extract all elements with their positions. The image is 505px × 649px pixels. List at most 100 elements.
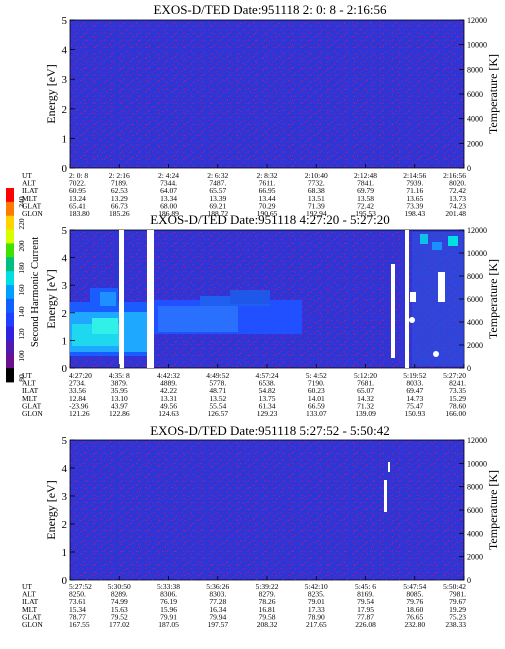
table-row-label: UT: [22, 171, 32, 180]
y-tick-label: 3: [62, 280, 68, 292]
colorbar-swatch: [6, 257, 14, 272]
table-cell: 7487.: [209, 179, 226, 188]
table-cell: 16.34: [209, 605, 226, 614]
table-cell: 14.32: [357, 394, 374, 403]
panel-3-noise-overlay: [70, 440, 464, 580]
table-cell: 185.26: [109, 209, 130, 218]
right-tick-label: 8000: [467, 272, 483, 281]
colorbar-tick-label: 220: [17, 218, 26, 230]
panel-2-data-gap: [147, 230, 154, 368]
table-cell: 13.31: [160, 394, 177, 403]
table-cell: 13.44: [259, 194, 276, 203]
table-row-label: GLAT: [22, 401, 42, 410]
table-cell: 74.99: [111, 597, 128, 606]
table-cell: 55.54: [209, 401, 226, 410]
table-row-label: MLT: [22, 605, 38, 614]
panel-3: EXOS-D/TED Date:951118 5:27:52 - 5:50:42…: [22, 423, 500, 629]
table-row-label: GLON: [22, 409, 43, 418]
table-cell: 4:27:20: [69, 371, 92, 380]
table-cell: 13.52: [209, 394, 226, 403]
table-cell: 8306.: [160, 590, 177, 599]
right-tick-label: 12000: [467, 436, 487, 445]
colorbar-swatch: [6, 271, 14, 286]
table-cell: 126.57: [207, 409, 228, 418]
table-cell: 2: 2:16: [109, 171, 130, 180]
colorbar-swatch: [6, 215, 14, 230]
table-cell: 3879.: [111, 379, 128, 388]
table-cell: 5:27:20: [443, 371, 466, 380]
colorbar-label: Second Harmonic Current: [30, 237, 41, 347]
table-cell: 43.97: [111, 401, 128, 410]
table-cell: 65.57: [209, 186, 226, 195]
table-cell: 71.32: [357, 401, 374, 410]
table-cell: 232.80: [404, 620, 425, 629]
table-cell: 16.81: [259, 605, 276, 614]
colorbar-swatch: [6, 354, 14, 369]
panel-1-noise-overlay: [70, 20, 464, 168]
table-cell: 78.77: [69, 612, 86, 621]
table-cell: 13.75: [259, 394, 276, 403]
table-cell: 78.60: [449, 401, 466, 410]
panel-1-right-ticks: 0 2000 4000 6000 8000 10000 12000: [459, 16, 487, 173]
table-cell: 124.63: [158, 409, 179, 418]
table-cell: 13.34: [160, 194, 177, 203]
table-cell: 64.07: [160, 186, 177, 195]
panel-1: EXOS-D/TED Date:951118 2: 0: 8 - 2:16:56…: [22, 2, 500, 218]
table-cell: 2: 6:32: [207, 171, 228, 180]
table-cell: 73.35: [449, 386, 466, 395]
right-tick-label: 4000: [467, 115, 483, 124]
y-tick-label: 0: [62, 163, 68, 175]
table-cell: 65.41: [69, 201, 86, 210]
right-tick-label: 6000: [467, 90, 483, 99]
table-cell: 7939.: [406, 179, 423, 188]
table-cell: 62.53: [111, 186, 128, 195]
right-tick-label: 0: [467, 364, 471, 373]
table-cell: 61.34: [259, 401, 276, 410]
table-cell: 14.73: [406, 394, 423, 403]
table-cell: 8020.: [449, 179, 466, 188]
colorbar-swatch: [6, 340, 14, 355]
y-tick-label: 0: [62, 575, 68, 587]
table-cell: 12.84: [69, 394, 86, 403]
table-cell: 5:12:20: [354, 371, 377, 380]
table-cell: 129.23: [257, 409, 278, 418]
table-cell: 186.89: [158, 209, 179, 218]
y-tick-label: 1: [62, 547, 68, 559]
table-cell: 4:57:24: [256, 371, 279, 380]
y-tick-label: 4: [62, 253, 68, 265]
y-tick-label: 0: [62, 363, 68, 375]
table-cell: 2: 4:24: [158, 171, 179, 180]
table-cell: 6538.: [259, 379, 276, 388]
y-tick-label: 5: [62, 225, 68, 237]
table-cell: 71.39: [308, 201, 325, 210]
table-cell: 5:39:22: [256, 582, 279, 591]
table-cell: 7344.: [160, 179, 177, 188]
panel-1-y-ticks: 0 1 2 3 4 5: [62, 15, 465, 175]
table-cell: 69.79: [357, 186, 374, 195]
table-cell: 133.07: [306, 409, 327, 418]
right-tick-label: 2000: [467, 139, 483, 148]
colorbar-swatch: [6, 285, 14, 300]
colorbar-swatch: [6, 243, 14, 258]
table-cell: 4:42:32: [157, 371, 180, 380]
table-row-label: GLON: [22, 209, 43, 218]
colorbar-scale: [6, 188, 14, 383]
table-cell: 122.86: [109, 409, 130, 418]
panel-3-orbit-table: UTALTILATMLTGLATGLON5:27:528250.73.6115.…: [22, 582, 466, 629]
table-row-label: GLON: [22, 620, 43, 629]
table-cell: 5:47:54: [403, 582, 426, 591]
table-cell: 238.33: [445, 620, 466, 629]
colorbar-ticks: 240 220 200 180 160 140 120 100 80: [17, 196, 26, 382]
table-cell: 208.32: [257, 620, 278, 629]
table-cell: 5:50:42: [443, 582, 466, 591]
table-cell: 49.56: [160, 401, 177, 410]
table-cell: 5778.: [209, 379, 226, 388]
table-cell: 13.24: [69, 194, 86, 203]
colorbar-tick-label: 200: [17, 240, 26, 252]
table-cell: 14.01: [308, 394, 325, 403]
table-cell: 5:19:52: [403, 371, 426, 380]
panel-3-y-axis-label: Energy [eV]: [44, 480, 58, 539]
table-cell: 17.95: [357, 605, 374, 614]
table-cell: 71.16: [406, 186, 423, 195]
y-tick-label: 3: [62, 491, 68, 503]
